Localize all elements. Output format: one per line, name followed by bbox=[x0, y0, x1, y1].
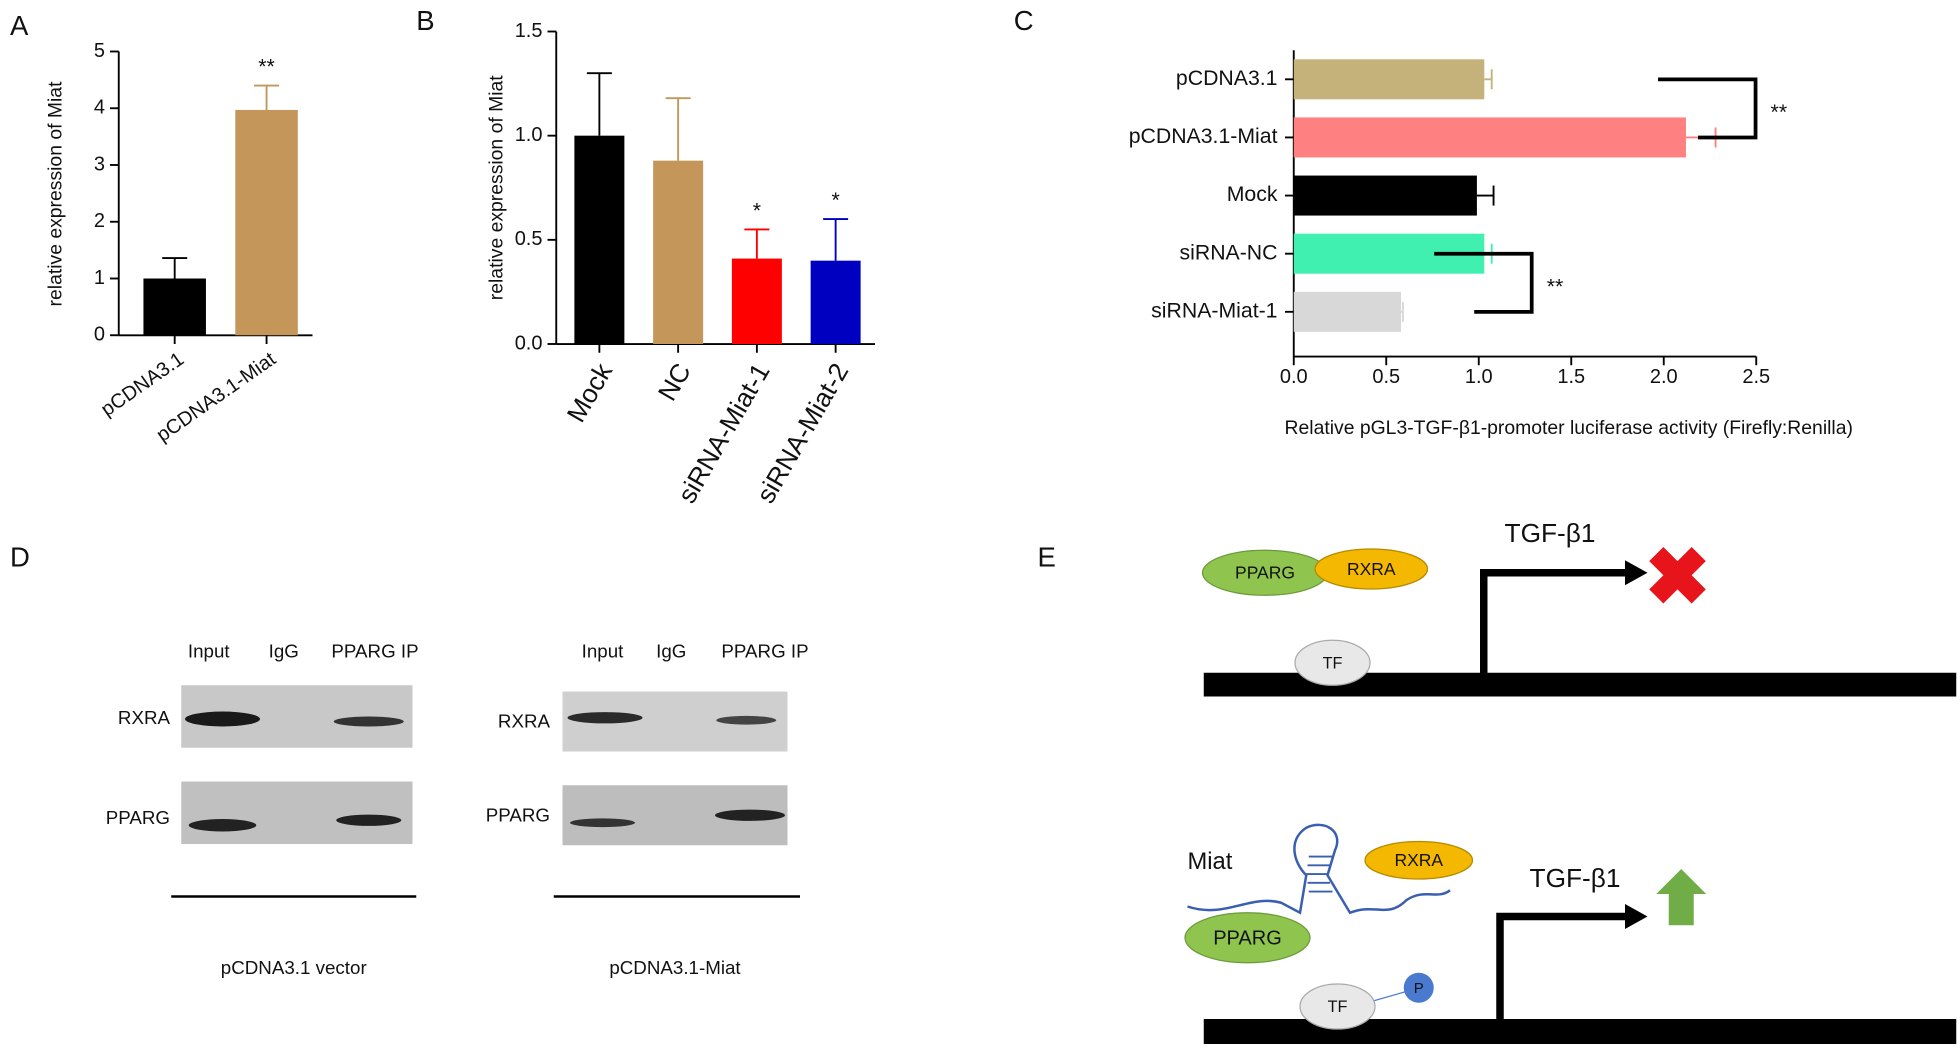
phospho bbox=[1403, 972, 1434, 1003]
caption: pCDNA3.1 vector bbox=[221, 957, 367, 978]
y-tick-label: 1.0 bbox=[515, 124, 543, 146]
bar bbox=[1293, 175, 1477, 216]
y-tick-label: 0 bbox=[94, 324, 105, 346]
dna bbox=[1203, 672, 1957, 697]
x-tick-label: 2.0 bbox=[1650, 366, 1678, 388]
column-label: Input bbox=[582, 641, 624, 662]
significance: ** bbox=[1547, 274, 1564, 298]
row-label: RXRA bbox=[118, 707, 171, 728]
panel-label: D bbox=[10, 541, 30, 572]
blocked bbox=[1649, 546, 1706, 604]
protein bbox=[1364, 840, 1474, 880]
column-label: PPARG IP bbox=[721, 641, 808, 662]
protein-label: RXRA bbox=[1394, 850, 1443, 870]
up-arrow bbox=[1656, 869, 1707, 926]
x-tick-label: 0.0 bbox=[1280, 366, 1308, 388]
column-label: PPARG IP bbox=[331, 641, 418, 662]
y-tick-label: siRNA-NC bbox=[1180, 240, 1278, 264]
bracket bbox=[1658, 77, 1758, 140]
bar bbox=[810, 260, 861, 344]
band bbox=[715, 809, 785, 821]
y-axis-label: relative expression of Miat bbox=[486, 75, 508, 301]
bar bbox=[143, 278, 206, 336]
significance: * bbox=[831, 188, 839, 212]
arrow-head bbox=[1625, 560, 1648, 586]
band bbox=[333, 716, 404, 727]
phospho-label: P bbox=[1414, 980, 1424, 997]
panel-d: D Input IgG PPARG IP RXRA PPARG pCDNA3.1… bbox=[10, 541, 809, 978]
row-label: PPARG bbox=[106, 807, 170, 828]
rna bbox=[1187, 823, 1451, 915]
bar bbox=[731, 258, 782, 344]
protein-label: PPARG bbox=[1213, 927, 1282, 949]
gene-label: TGF-β1 bbox=[1505, 518, 1596, 548]
y-tick-label: 0.5 bbox=[515, 228, 543, 250]
panel-label: C bbox=[1014, 5, 1034, 36]
y-tick-label: 4 bbox=[94, 97, 105, 119]
bracket bbox=[1434, 251, 1534, 314]
gene-label: TGF-β1 bbox=[1530, 863, 1621, 893]
row-label: PPARG bbox=[486, 804, 550, 825]
significance: * bbox=[753, 199, 761, 223]
factor-label: TF bbox=[1328, 998, 1348, 1016]
bar bbox=[653, 160, 704, 344]
caption: pCDNA3.1-Miat bbox=[609, 957, 741, 978]
y-tick-label: 5 bbox=[94, 40, 105, 62]
rna-label: Miat bbox=[1188, 848, 1233, 875]
y-tick-label: 2 bbox=[94, 210, 105, 232]
row-label: RXRA bbox=[498, 711, 551, 732]
y-tick-label: 1.5 bbox=[515, 20, 543, 42]
y-tick-label: 0.0 bbox=[515, 332, 543, 354]
column-label: IgG bbox=[269, 641, 299, 662]
x-tick-label: 2.5 bbox=[1742, 366, 1770, 388]
x-tick-label: NC bbox=[652, 358, 697, 406]
bar bbox=[235, 109, 298, 336]
protein-label: RXRA bbox=[1347, 559, 1396, 579]
promoter-arrow bbox=[1496, 912, 1629, 1022]
band bbox=[570, 818, 635, 828]
y-tick-label: pCDNA3.1 bbox=[1176, 66, 1278, 90]
x-tick-label: Mock bbox=[561, 357, 619, 427]
rna-stem bbox=[1306, 855, 1333, 893]
bar bbox=[1293, 291, 1402, 332]
factor bbox=[1299, 983, 1376, 1030]
x-axis-label: Relative pGL3-TGF-β1-promoter luciferase… bbox=[1285, 417, 1853, 439]
arrow-head bbox=[1625, 904, 1648, 929]
bar bbox=[574, 135, 625, 344]
significance: ** bbox=[258, 55, 275, 79]
significance: ** bbox=[1771, 100, 1788, 124]
panel-e: E PPARG RXRA TF TGF-β1 Miat RXRA PPARG T… bbox=[1038, 518, 1957, 1044]
column-label: Input bbox=[188, 641, 230, 662]
blot bbox=[181, 781, 413, 844]
column-label: IgG bbox=[656, 641, 686, 662]
x-tick-label: 0.5 bbox=[1372, 366, 1400, 388]
y-tick-label: siRNA-Miat-1 bbox=[1151, 298, 1277, 322]
band bbox=[336, 814, 402, 826]
band bbox=[716, 715, 777, 725]
x-tick-label: 1.5 bbox=[1557, 366, 1585, 388]
x-tick-label: pCDNA3.1 bbox=[97, 348, 188, 421]
panel-label: A bbox=[10, 10, 29, 41]
y-tick-label: 1 bbox=[94, 267, 105, 289]
y-tick-label: pCDNA3.1-Miat bbox=[1129, 124, 1278, 148]
band bbox=[188, 819, 257, 832]
panel-label: B bbox=[416, 5, 434, 36]
factor bbox=[1294, 639, 1371, 686]
band bbox=[567, 712, 643, 724]
bar bbox=[1293, 59, 1485, 100]
protein-label: PPARG bbox=[1235, 563, 1295, 583]
band bbox=[185, 711, 260, 727]
y-tick-label: Mock bbox=[1227, 182, 1278, 206]
bar bbox=[1293, 117, 1686, 158]
panel-label: E bbox=[1038, 541, 1056, 572]
y-tick-label: 3 bbox=[94, 153, 105, 175]
promoter-arrow bbox=[1480, 569, 1628, 676]
y-axis-label: relative expression of Miat bbox=[44, 81, 66, 307]
protein bbox=[1314, 548, 1429, 590]
x-tick-label: 1.0 bbox=[1465, 366, 1493, 388]
factor-label: TF bbox=[1323, 654, 1343, 672]
protein bbox=[1184, 912, 1311, 964]
